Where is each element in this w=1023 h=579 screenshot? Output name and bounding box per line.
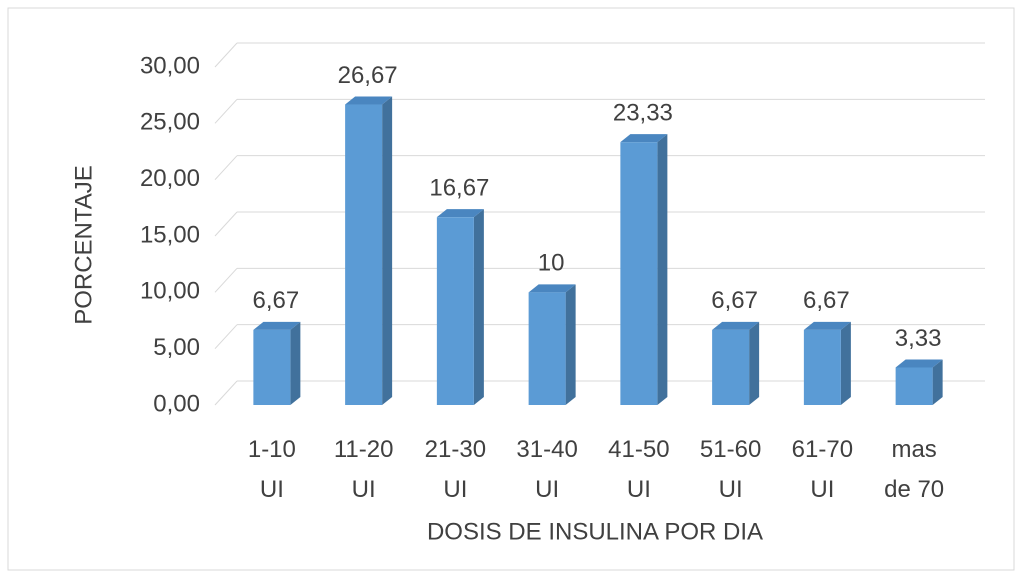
bar-top — [528, 284, 576, 293]
bar — [803, 329, 841, 405]
grid-line-side — [214, 324, 238, 350]
x-axis-label: DOSIS DE INSULINA POR DIA — [427, 518, 763, 545]
bar-top — [345, 96, 393, 105]
x-tick-label: mas de 70 — [884, 436, 945, 503]
chart-border — [7, 7, 1015, 571]
bar-top — [712, 321, 760, 330]
x-tick-label: 31-40 UI — [516, 436, 578, 503]
data-label: 23,33 — [613, 99, 673, 126]
grid-line-side — [214, 211, 238, 237]
bar-side — [749, 321, 760, 405]
grid-line-side — [214, 380, 238, 406]
y-tick-label: 0,00 — [153, 390, 200, 417]
grid-line-side — [214, 155, 238, 181]
bar-side — [382, 96, 393, 405]
y-tick-label: 30,00 — [140, 52, 200, 79]
y-tick-label: 25,00 — [140, 109, 200, 136]
data-label: 6,67 — [253, 287, 300, 314]
bar — [345, 104, 383, 405]
data-label: 6,67 — [803, 287, 850, 314]
y-axis-label: PORCENTAJE — [70, 165, 97, 325]
y-tick-label: 20,00 — [140, 165, 200, 192]
bar-side — [657, 134, 668, 405]
data-label: 26,67 — [338, 62, 398, 89]
data-label: 3,33 — [895, 325, 942, 352]
bar — [253, 329, 291, 405]
bar — [895, 367, 933, 405]
x-tick-label: 1-10 UI — [247, 436, 296, 503]
bar-side — [290, 321, 301, 405]
y-tick-label: 5,00 — [153, 334, 200, 361]
data-label: 6,67 — [711, 287, 758, 314]
bar-top — [436, 209, 484, 218]
x-tick-label: 11-20 UI — [333, 436, 394, 503]
y-tick-label: 10,00 — [140, 278, 200, 305]
bar-side — [840, 321, 851, 405]
grid-line-side — [214, 42, 238, 68]
x-tick-label: 51-60 UI — [699, 436, 762, 503]
bar — [620, 142, 658, 405]
bar-side — [565, 284, 576, 405]
bar — [528, 292, 566, 405]
bar-top — [803, 321, 851, 330]
bar-top — [620, 134, 668, 143]
bar-side — [473, 209, 484, 405]
bar — [712, 329, 750, 405]
y-tick-label: 15,00 — [140, 221, 200, 248]
grid-line-side — [214, 267, 238, 293]
data-label: 10 — [538, 250, 565, 277]
bar-top — [895, 359, 943, 368]
data-label: 16,67 — [429, 175, 489, 202]
grid-line-side — [214, 98, 238, 124]
bar-top — [253, 321, 301, 330]
bar-side — [932, 359, 943, 405]
x-tick-label: 61-70 UI — [791, 436, 854, 503]
bar — [436, 217, 474, 405]
x-tick-label: 41-50 UI — [608, 436, 670, 503]
x-tick-label: 21-30 UI — [424, 436, 487, 503]
